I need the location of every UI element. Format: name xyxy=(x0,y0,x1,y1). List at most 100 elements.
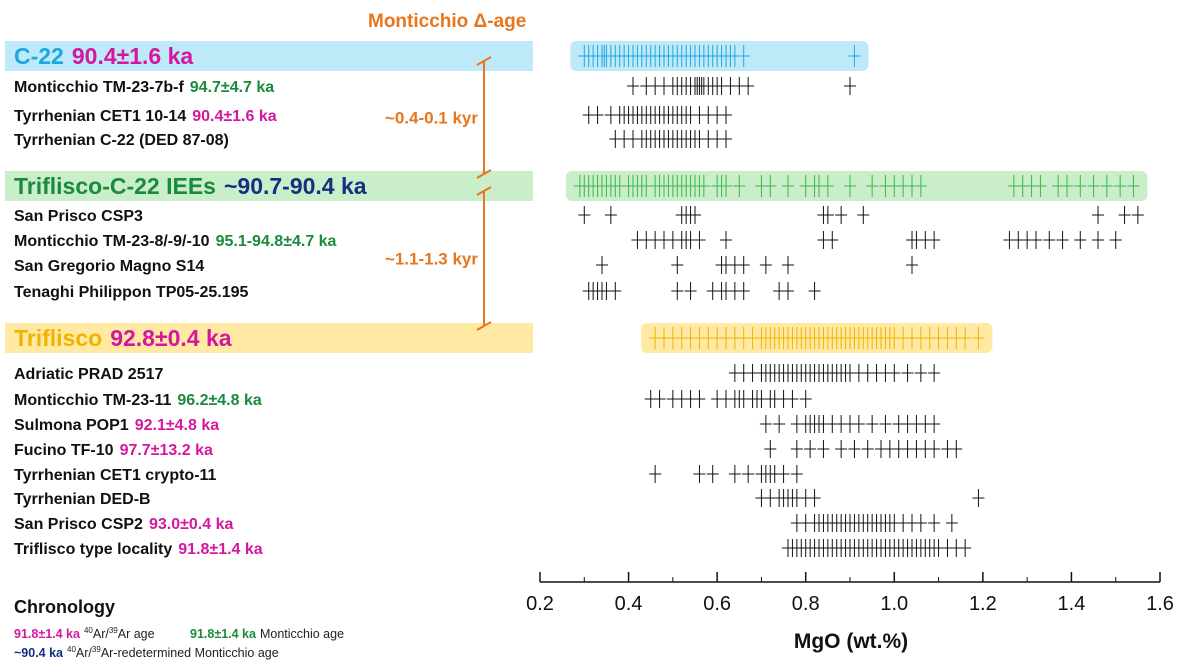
data-point xyxy=(653,390,666,408)
row-labels: C-22 90.4±1.6 ka Monticchio TM-23-7b-f 94.7… xyxy=(14,43,367,558)
data-point xyxy=(720,175,732,197)
data-point xyxy=(861,440,874,458)
data-point xyxy=(759,415,772,433)
row-label: San Prisco CSP3 xyxy=(14,208,143,225)
data-point xyxy=(693,231,706,249)
chronology-item: 91.8±1.4 ka Monticchio age xyxy=(190,627,344,641)
data-point xyxy=(627,77,639,95)
data-point xyxy=(1127,175,1140,197)
data-point xyxy=(1061,175,1073,197)
row-label: Tyrrhenian DED-B xyxy=(14,491,151,508)
row-label-age: 96.2±4.8 ka xyxy=(177,392,262,409)
data-point xyxy=(609,282,622,300)
data-point xyxy=(1043,231,1056,249)
delta-age-bracket: ~0.4-0.1 kyr xyxy=(385,56,492,179)
data-point xyxy=(821,175,834,197)
data-point xyxy=(1131,206,1144,224)
header-band-data xyxy=(565,171,1148,201)
delta-age-brackets: ~0.4-0.1 kyr ~1.1-1.3 kyr xyxy=(385,56,492,331)
row-label-name: C-22 xyxy=(14,43,64,69)
data-point xyxy=(1056,231,1069,249)
data-point xyxy=(689,206,701,224)
row-label: San Prisco CSP2 93.0±0.4 ka xyxy=(14,516,233,533)
row-label: Monticchio TM-23-7b-f 94.7±4.7 ka xyxy=(14,79,274,96)
row-label: Sulmona POP1 92.1±4.8 ka xyxy=(14,417,219,434)
row-label-name: Tyrrhenian CET1 crypto-11 xyxy=(14,467,217,484)
row-label-name: Fucino TF-10 xyxy=(14,442,114,459)
chronology-item: 91.8±1.4 ka 40Ar/39Ar age xyxy=(14,626,155,641)
row-label: C-22 90.4±1.6 ka xyxy=(14,43,193,69)
chronology-item: ~90.4 ka 40Ar/39Ar-redetermined Monticchi… xyxy=(14,645,279,660)
data-point xyxy=(786,390,799,408)
row-label-name: Triflisco xyxy=(14,325,102,351)
data-point xyxy=(817,440,830,458)
x-axis: 0.2 0.4 0.6 0.8 1.0 1.2 1.4 1.6 xyxy=(526,572,1174,615)
data-point xyxy=(866,415,879,433)
data-point xyxy=(799,390,812,408)
data-point xyxy=(1087,175,1100,197)
data-point xyxy=(764,175,777,197)
data-point xyxy=(728,465,741,483)
data-point xyxy=(928,364,941,382)
row-label-name: Triflisco-C-22 IEEs xyxy=(14,173,216,199)
data-point xyxy=(720,231,732,249)
data-point xyxy=(888,364,901,382)
header-band-left xyxy=(5,171,533,201)
row-label: Triflisco type locality 91.8±1.4 ka xyxy=(14,541,263,558)
data-point xyxy=(844,175,856,197)
data-point xyxy=(777,465,790,483)
row-label-name: Sulmona POP1 xyxy=(14,417,129,434)
data-point xyxy=(671,256,684,274)
data-point xyxy=(782,256,794,274)
data-point xyxy=(804,440,817,458)
data-point xyxy=(1030,231,1042,249)
delta-age-label: ~0.4-0.1 kyr xyxy=(385,109,478,128)
row-label: Fucino TF-10 97.7±13.2 ka xyxy=(14,442,213,459)
data-point xyxy=(808,282,821,300)
row-label: San Gregorio Magno S14 xyxy=(14,258,204,275)
data-point xyxy=(848,45,861,67)
chronology-age: 91.8±1.4 ka xyxy=(14,627,81,641)
row-label-name: Monticchio TM-23-8/-9/-10 xyxy=(14,233,210,250)
chronology-sup: 39 xyxy=(92,645,101,654)
row-label-age: 93.0±0.4 ka xyxy=(149,516,234,533)
data-point xyxy=(1074,175,1087,197)
data-point xyxy=(759,256,772,274)
row-marks xyxy=(573,45,1144,557)
chronology-desc: Monticchio age xyxy=(260,627,344,641)
data-point xyxy=(596,256,608,274)
data-point xyxy=(742,465,755,483)
data-point xyxy=(808,489,821,507)
data-point xyxy=(790,465,803,483)
data-point xyxy=(928,231,941,249)
data-point xyxy=(1074,231,1087,249)
x-tick-label: 0.6 xyxy=(703,593,731,615)
data-point xyxy=(835,206,848,224)
row-label-name: San Prisco CSP2 xyxy=(14,516,143,533)
row-label-age: ~90.7-90.4 ka xyxy=(224,173,367,199)
data-point xyxy=(879,415,892,433)
x-axis-label: MgO (wt.%) xyxy=(794,630,908,653)
data-point xyxy=(959,327,972,349)
data-point xyxy=(591,106,604,124)
data-point xyxy=(1034,175,1047,197)
data-point xyxy=(972,489,985,507)
data-point xyxy=(737,256,750,274)
data-point xyxy=(649,465,662,483)
data-point xyxy=(914,514,927,532)
delta-age-bracket: ~1.1-1.3 kyr xyxy=(385,186,492,331)
data-point xyxy=(578,206,591,224)
data-point xyxy=(914,364,927,382)
x-tick-label: 0.8 xyxy=(792,593,820,615)
row-label-name: Tenaghi Philippon TP05-25.195 xyxy=(14,284,249,301)
delta-age-label: ~1.1-1.3 kyr xyxy=(385,250,478,269)
row-label: Adriatic PRAD 2517 xyxy=(14,366,163,383)
row-label-age: 92.1±4.8 ka xyxy=(135,417,220,434)
row-label-name: Tyrrhenian C-22 (DED 87-08) xyxy=(14,132,229,149)
data-point xyxy=(782,175,794,197)
row-label: Tyrrhenian C-22 (DED 87-08) xyxy=(14,132,229,149)
data-point xyxy=(782,282,794,300)
row-label: Triflisco-C-22 IEEs ~90.7-90.4 ka xyxy=(14,173,367,199)
data-point xyxy=(928,440,941,458)
row-label-age: 97.7±13.2 ka xyxy=(120,442,213,459)
